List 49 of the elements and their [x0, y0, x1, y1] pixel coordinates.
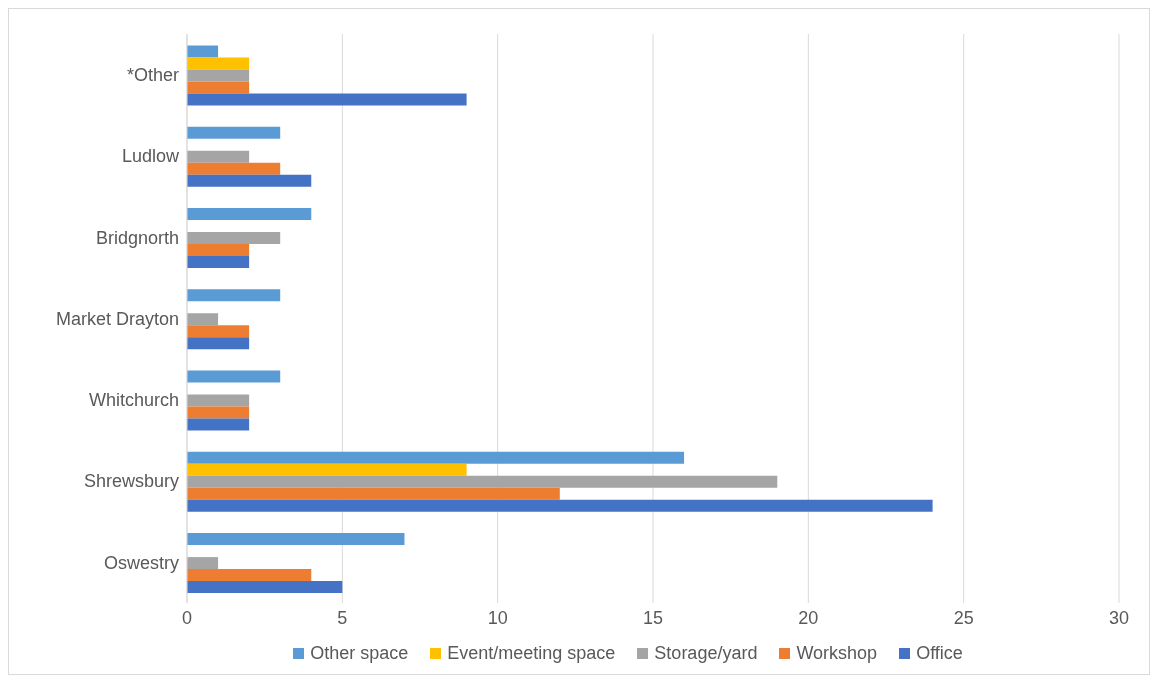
bar [187, 243, 250, 256]
bar [187, 325, 250, 338]
legend-label: Workshop [795, 643, 878, 664]
bar [187, 557, 219, 570]
legend-label: Office [915, 643, 963, 664]
legend-label: Event/meeting space [446, 643, 616, 664]
bar [187, 475, 778, 488]
y-tick-label: Bridgnorth [95, 227, 179, 248]
bar [187, 57, 250, 70]
bar [187, 418, 250, 431]
bar [187, 69, 250, 82]
y-tick-label: Shrewsbury [83, 471, 179, 492]
bar [187, 174, 312, 187]
bar [187, 231, 281, 244]
bar [187, 150, 250, 163]
bar [187, 81, 250, 94]
y-tick-label: Oswestry [103, 552, 179, 573]
bar [187, 126, 281, 139]
bar [187, 581, 343, 594]
bar [187, 406, 250, 419]
bar [187, 289, 281, 302]
bar [187, 337, 250, 350]
bar [187, 93, 467, 106]
bar [187, 394, 250, 407]
bar [187, 487, 560, 500]
bar [187, 463, 467, 476]
x-tick-label: 10 [487, 607, 508, 628]
bar [187, 313, 219, 326]
bar [187, 162, 281, 175]
x-tick-label: 15 [642, 607, 664, 628]
legend-label: Other space [309, 643, 409, 664]
bar [187, 569, 312, 582]
x-tick-label: 25 [953, 607, 974, 628]
x-tick-label: 5 [337, 607, 348, 628]
y-tick-label: Market Drayton [55, 308, 179, 329]
bar [187, 45, 219, 58]
y-tick-label: Ludlow [121, 146, 180, 167]
y-tick-label: *Other [126, 65, 179, 86]
bar [187, 533, 405, 546]
bar [187, 207, 312, 220]
x-tick-label: 0 [181, 607, 193, 628]
y-tick-label: Whitchurch [88, 390, 179, 411]
legend-label: Storage/yard [653, 643, 758, 664]
x-tick-label: 30 [1108, 607, 1130, 628]
x-tick-label: 20 [798, 607, 819, 628]
bar [187, 499, 933, 512]
bar [187, 370, 281, 383]
bar [187, 451, 685, 464]
bar [187, 255, 250, 268]
